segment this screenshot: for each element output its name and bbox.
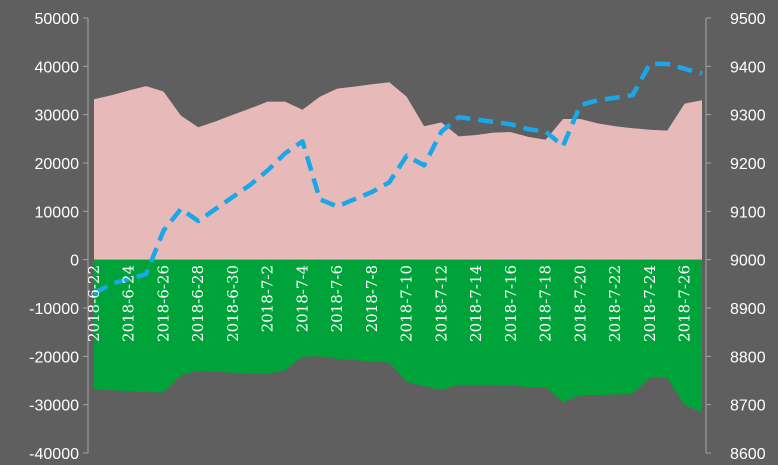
left-tick-label: 20000	[35, 156, 80, 173]
x-tick-label: 2018-7-10	[398, 265, 416, 342]
x-tick-label: 2018-6-30	[224, 265, 242, 342]
right-tick-label: 9500	[730, 11, 766, 28]
axes	[83, 17, 711, 454]
area-series-2	[94, 259, 702, 413]
x-tick-label: 2018-7-8	[363, 265, 381, 332]
left-tick-label: -10000	[29, 301, 79, 318]
x-tick-label: 2018-7-16	[502, 265, 520, 342]
line-series-1	[92, 61, 703, 296]
x-tick-label: 2018-7-18	[537, 265, 555, 342]
left-tick-label: 10000	[35, 204, 80, 221]
right-tick-label: 9200	[730, 156, 766, 173]
left-axis-ticks: 50000 40000 30000 20000 10000 0 -10000 -20000 -3…	[29, 11, 79, 463]
plot-line	[92, 61, 703, 296]
x-tick-label: 2018-6-24	[120, 265, 138, 342]
right-tick-label: 9000	[730, 253, 766, 270]
left-tick-label: 0	[70, 253, 79, 270]
left-tick-label: -20000	[29, 349, 79, 366]
right-tick-label: 8600	[730, 446, 766, 463]
left-tick-label: -40000	[29, 446, 79, 463]
area-series-1	[94, 82, 702, 260]
right-tick-label: 8900	[730, 301, 766, 318]
right-tick-label: 8700	[730, 398, 766, 415]
x-tick-label: 2018-7-12	[432, 265, 450, 342]
right-tick-label: 9400	[730, 59, 766, 76]
left-tick-label: 40000	[35, 59, 80, 76]
left-tick-label: -30000	[29, 398, 79, 415]
x-tick-label: 2018-7-26	[676, 265, 694, 342]
right-tick-label: 9300	[730, 108, 766, 125]
x-tick-label: 2018-7-22	[606, 265, 624, 342]
x-tick-label: 2018-7-24	[641, 265, 659, 342]
x-tick-label: 2018-6-28	[189, 265, 207, 342]
right-tick-label: 8800	[730, 349, 766, 366]
plot-areas	[94, 82, 702, 413]
right-tick-label: 9100	[730, 204, 766, 221]
x-tick-label: 2018-6-26	[155, 265, 173, 342]
x-tick-label: 2018-7-20	[571, 265, 589, 342]
x-tick-label: 2018-7-2	[259, 265, 277, 332]
left-tick-label: 30000	[35, 108, 80, 125]
right-axis-ticks: 9500 9400 9300 9200 9100 9000 8900 8800 8700 8600	[730, 11, 766, 463]
x-tick-label: 2018-7-6	[328, 265, 346, 332]
x-tick-label: 2018-7-4	[294, 265, 312, 332]
x-tick-label: 2018-6-22	[85, 265, 103, 342]
x-axis-ticks: 2018-6-22 2018-6-24 2018-6-26 2018-6-28 2018…	[85, 265, 694, 342]
left-tick-label: 50000	[35, 11, 80, 28]
x-tick-label: 2018-7-14	[467, 265, 485, 342]
